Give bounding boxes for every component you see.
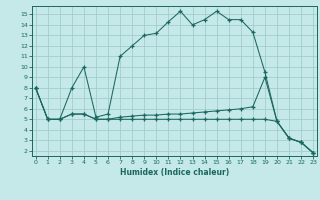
X-axis label: Humidex (Indice chaleur): Humidex (Indice chaleur): [120, 168, 229, 177]
